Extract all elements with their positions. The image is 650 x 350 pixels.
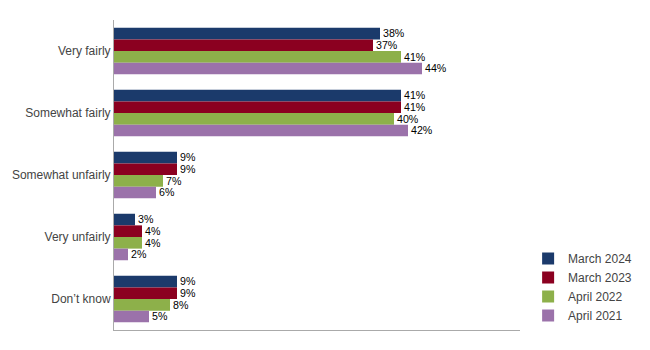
svg-text:42%: 42%	[411, 124, 433, 136]
svg-text:9%: 9%	[180, 275, 196, 287]
svg-text:9%: 9%	[180, 287, 196, 299]
svg-text:Very fairly: Very fairly	[58, 44, 111, 58]
svg-text:March 2023: March 2023	[568, 271, 632, 285]
svg-text:41%: 41%	[404, 89, 426, 101]
svg-text:2%: 2%	[131, 248, 147, 260]
svg-text:8%: 8%	[173, 299, 189, 311]
svg-text:6%: 6%	[159, 186, 175, 198]
svg-text:Very unfairly: Very unfairly	[45, 230, 111, 244]
svg-text:5%: 5%	[152, 310, 168, 322]
svg-text:4%: 4%	[145, 225, 161, 237]
svg-text:Don’t know: Don’t know	[51, 292, 111, 306]
svg-text:April 2022: April 2022	[568, 290, 622, 304]
svg-text:9%: 9%	[180, 151, 196, 163]
svg-text:Somewhat fairly: Somewhat fairly	[25, 106, 110, 120]
svg-text:7%: 7%	[166, 175, 182, 187]
svg-text:April 2021: April 2021	[568, 309, 622, 323]
svg-text:3%: 3%	[138, 213, 154, 225]
svg-text:9%: 9%	[180, 163, 196, 175]
svg-text:38%: 38%	[383, 27, 405, 39]
svg-text:March 2024: March 2024	[568, 252, 632, 266]
svg-text:4%: 4%	[145, 237, 161, 249]
svg-text:40%: 40%	[397, 113, 419, 125]
svg-text:37%: 37%	[376, 39, 398, 51]
svg-text:41%: 41%	[404, 101, 426, 113]
svg-text:Somewhat unfairly: Somewhat unfairly	[12, 168, 111, 182]
svg-text:41%: 41%	[404, 51, 426, 63]
svg-text:44%: 44%	[425, 62, 447, 74]
